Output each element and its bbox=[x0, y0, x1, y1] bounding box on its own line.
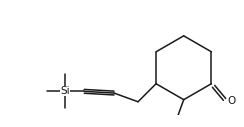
Text: O: O bbox=[227, 96, 236, 106]
Text: Si: Si bbox=[60, 86, 70, 96]
